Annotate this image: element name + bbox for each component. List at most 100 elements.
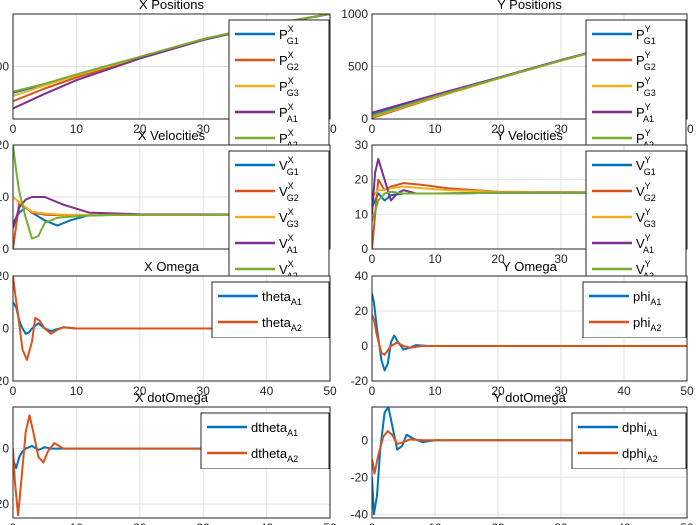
legend-label: dphiA2	[622, 446, 658, 464]
y-tick-label: 30	[355, 138, 369, 152]
legend-box	[200, 412, 330, 469]
legend-label: VX G3	[279, 207, 299, 229]
legend-box	[585, 19, 687, 147]
x-tick-label: 50	[680, 384, 694, 398]
legend-box	[211, 281, 330, 338]
series-line-v-a2	[372, 190, 687, 222]
series-line-v-a1	[13, 196, 330, 229]
x-tick-label: 20	[491, 521, 505, 525]
legend-label: dthetaA1	[251, 420, 298, 438]
y-tick-label: 0	[361, 339, 368, 353]
y-tick-label: 0	[2, 322, 9, 336]
x-tick-label: 0	[369, 252, 376, 266]
axes-frame	[12, 13, 331, 120]
legend-box	[228, 150, 330, 277]
x-tick-label: 30	[554, 521, 568, 525]
series-line-v-g3	[372, 185, 687, 198]
x-tick-label: 10	[70, 122, 84, 136]
legend-label: PY A1	[636, 102, 654, 124]
x-tick-label: 10	[428, 252, 442, 266]
legend-label: VY G3	[636, 207, 656, 229]
x-tick-label: 20	[491, 384, 505, 398]
y-tick-label: -20	[351, 470, 369, 484]
x-tick-label: 40	[617, 384, 631, 398]
chart-title: Y dotOmega	[493, 390, 567, 405]
y-tick-label: 20	[0, 269, 9, 283]
series-line-v-a2	[13, 145, 330, 240]
axes-frame	[371, 275, 688, 382]
legend-label: PX G1	[279, 24, 299, 46]
x-tick-label: 40	[260, 384, 274, 398]
x-tick-label: 10	[428, 122, 442, 136]
x-tick-label: 0	[10, 122, 17, 136]
legend-label: VYA2	[636, 259, 654, 281]
y-tick-label: 40	[355, 269, 369, 283]
axes-frame	[12, 406, 331, 519]
chart-title: Y Omega	[502, 259, 557, 274]
x-tick-label: 50	[323, 384, 337, 398]
series-line-dphi-a2	[372, 430, 687, 475]
legend-label: VX G1	[279, 155, 299, 177]
series-line-dtheta-a2	[13, 414, 330, 517]
x-tick-label: 30	[554, 252, 568, 266]
legend-box	[585, 150, 687, 277]
x-tick-label: 10	[428, 384, 442, 398]
y-tick-label: -20	[0, 497, 9, 511]
x-tick-label: 30	[197, 122, 211, 136]
x-tick-label: 20	[133, 122, 147, 136]
y-tick-label: 0	[2, 442, 9, 456]
x-tick-label: 20	[133, 384, 147, 398]
x-tick-label: 10	[428, 521, 442, 525]
legend-label: PXA2	[279, 128, 298, 150]
y-tick-label: 20	[355, 173, 369, 187]
chart-title: X Velocities	[138, 128, 206, 143]
series-line-theta-a2	[13, 276, 330, 361]
y-tick-label: 0	[361, 433, 368, 447]
legend-box	[228, 19, 330, 147]
y-tick-label: 1000	[341, 7, 368, 21]
chart-x-positions: 01020304050500X PositionsPXG1PXG2PXG3PXA…	[0, 0, 337, 150]
series-group	[372, 407, 687, 516]
series-group	[372, 157, 687, 249]
x-tick-label: 10	[70, 521, 84, 525]
x-tick-label: 40	[617, 521, 631, 525]
legend-label: PY G2	[636, 50, 656, 72]
legend-label: VX A1	[279, 233, 298, 255]
legend: dphiA1 dphiA2	[571, 412, 687, 469]
legend: phiA1 phiA2	[582, 281, 687, 338]
legend-label: PY G1	[636, 24, 656, 46]
x-tick-label: 30	[554, 122, 568, 136]
y-tick-label: -40	[351, 507, 369, 521]
y-tick-label: 10	[0, 190, 9, 204]
y-tick-label: 0	[361, 112, 368, 126]
series-group	[13, 145, 330, 249]
y-tick-label: 20	[0, 138, 9, 152]
legend-label: thetaA2	[262, 315, 302, 333]
y-tick-label: 500	[0, 60, 9, 74]
axes-frame	[371, 144, 688, 250]
axes-frame	[371, 406, 688, 519]
legend-label: dthetaA2	[251, 446, 298, 464]
chart-title: X Omega	[144, 259, 200, 274]
legend-label: VX G2	[279, 181, 299, 203]
legend-label: VY A1	[636, 233, 654, 255]
legend-box	[582, 281, 687, 338]
x-tick-label: 0	[369, 521, 376, 525]
chart-title: Y Positions	[497, 0, 562, 12]
x-tick-label: 0	[369, 384, 376, 398]
x-tick-label: 0	[10, 384, 17, 398]
x-tick-label: 0	[10, 521, 17, 525]
x-tick-label: 20	[133, 521, 147, 525]
x-tick-label: 20	[491, 122, 505, 136]
legend-label: phiA1	[633, 289, 661, 307]
legend: thetaA1 thetaA2	[211, 281, 330, 338]
chart-title: X dotOmega	[135, 390, 209, 405]
